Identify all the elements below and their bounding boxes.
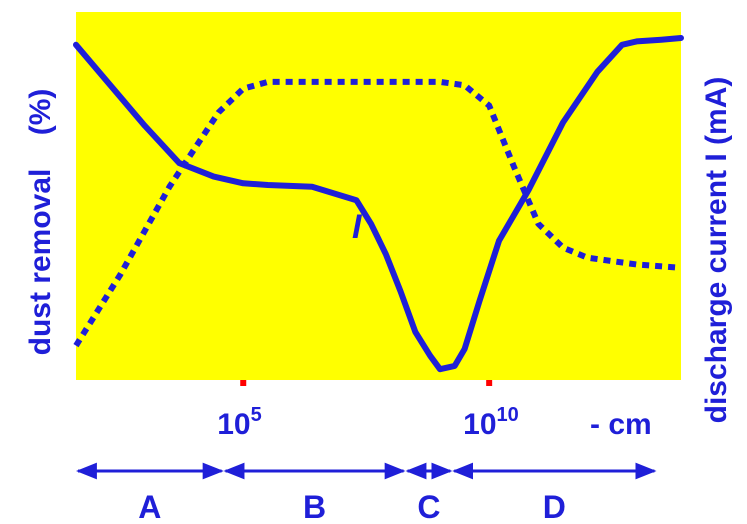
region-label: B [303, 489, 326, 524]
discharge-current-line [73, 35, 684, 373]
x-axis-label: - cm [590, 408, 652, 441]
y-axis-label-right: discharge current I (mA) [700, 77, 733, 424]
ticks-layer: 105 1010 [217, 380, 519, 441]
series-layer [73, 35, 684, 373]
dust-removal-line [73, 78, 682, 348]
region-label: D [543, 489, 566, 524]
regions-layer: A B C D [75, 462, 657, 524]
x-tick-label: 105 [217, 404, 262, 441]
x-tick-mark [486, 380, 493, 386]
curve-label: I [352, 208, 363, 246]
region-label: A [138, 489, 161, 524]
x-tick-label: 1010 [463, 404, 519, 441]
y-axis-label-left: dust removal (%) [24, 89, 57, 356]
region-label: C [417, 489, 440, 524]
plot-area [76, 12, 681, 380]
x-tick-mark [240, 380, 247, 386]
